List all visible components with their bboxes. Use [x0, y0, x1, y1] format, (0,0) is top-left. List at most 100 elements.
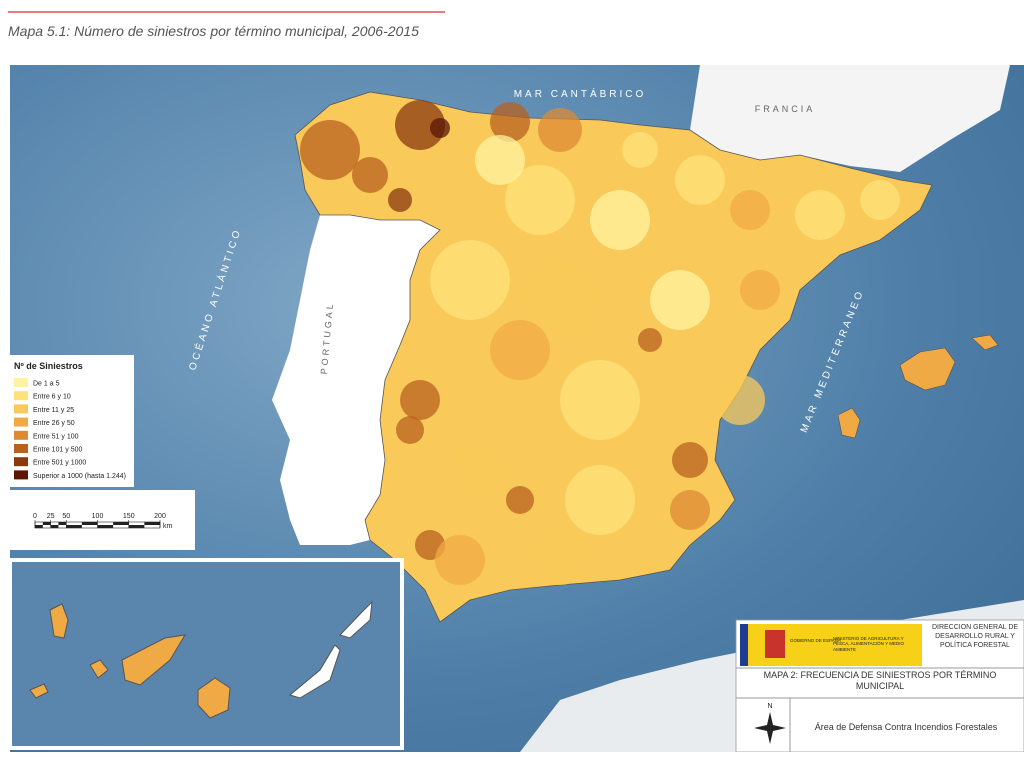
choropleth-patch [300, 120, 360, 180]
spain [294, 91, 933, 623]
legend-label: Entre 6 y 10 [33, 394, 71, 401]
choropleth-patch [395, 100, 445, 150]
menorca [971, 334, 999, 351]
choropleth-patch [435, 535, 485, 585]
choropleth-patch [520, 260, 600, 340]
ministerio-text: MINISTERIO DE AGRICULTURA Y PESCA, ALIME… [833, 636, 905, 652]
direccion-box: DIRECCIÓN GENERAL DE DESARROLLO RURAL Y … [931, 624, 1019, 649]
choropleth-patch [400, 380, 440, 420]
legend-swatch [14, 457, 28, 467]
gobierno-text: GOBIERNO DE ESPAÑA [790, 637, 841, 643]
choropleth-patch [430, 240, 510, 320]
country-label: FRANCIA [755, 104, 816, 114]
choropleth-patch [670, 490, 710, 530]
canarias-inset [8, 558, 404, 750]
choropleth-patch [565, 465, 635, 535]
eu-flag [740, 624, 748, 666]
scale-segment [144, 522, 160, 525]
scale-label: 100 [92, 513, 104, 520]
choropleth-patch [622, 132, 658, 168]
fuerteventura [288, 644, 341, 699]
choropleth-patch [538, 108, 582, 152]
scale-label: 150 [123, 513, 135, 520]
choropleth-patch [650, 270, 710, 330]
legend-swatch [14, 470, 28, 480]
choropleth-patch [450, 440, 510, 500]
direccion-text: DIRECCIÓN GENERAL DE DESARROLLO RURAL Y … [931, 624, 1019, 649]
inset-frame [8, 558, 404, 750]
scale-label: 0 [33, 513, 37, 520]
scale-segment [81, 522, 98, 525]
legend-label: Entre 51 y 100 [33, 433, 79, 440]
compass-rose [754, 712, 786, 744]
el-hierro [29, 683, 49, 699]
mallorca [899, 347, 956, 391]
scale-segment [58, 522, 67, 525]
legend-swatch [14, 378, 28, 387]
legend-box [10, 355, 134, 487]
map-title: MAPA 2: FRECUENCIA DE SINIESTROS POR TÉR… [763, 670, 997, 691]
scale-segment [97, 525, 114, 528]
legend-swatch [14, 417, 28, 427]
choropleth-patch [715, 375, 765, 425]
choropleth-patch [475, 135, 525, 185]
choropleth-patch [795, 190, 845, 240]
legend-label: Entre 101 y 500 [33, 447, 83, 454]
scale-box [10, 490, 195, 550]
choropleth-patch [730, 190, 770, 230]
choropleth-patch [675, 155, 725, 205]
choropleth-patch [860, 180, 900, 220]
footer-box: GOBIERNO DE ESPAÑA MINISTERIO DE AGRICUL… [735, 619, 1024, 753]
legend-swatch [14, 430, 28, 440]
portugal [272, 215, 440, 545]
choropleth-patch [560, 360, 640, 440]
france [690, 65, 1010, 172]
scale-label: 200 [154, 513, 166, 520]
ibiza [837, 407, 861, 439]
scale-segment [113, 522, 129, 525]
scale-segment [66, 525, 82, 528]
scale-segment [50, 525, 59, 528]
scale-segment [42, 522, 51, 525]
choropleth-patch [490, 320, 550, 380]
legend-label: Superior a 1000 (hasta 1.244) [33, 473, 126, 480]
choropleth-patch [430, 118, 450, 138]
page-title: Mapa 5.1: Número de siniestros por térmi… [8, 23, 419, 39]
scale-unit: km [163, 523, 173, 530]
scale-segment [35, 525, 43, 528]
scale-label: 25 [47, 513, 55, 520]
choropleth-patch [530, 525, 590, 585]
choropleth-patch [740, 270, 780, 310]
legend-label: Entre 26 y 50 [33, 420, 75, 427]
scale-bar: 0 25 50 100 150 200 km [10, 490, 195, 550]
legend-swatch [14, 391, 28, 401]
legend-label: De 1 a 5 [33, 381, 60, 388]
scale-label: 50 [62, 513, 70, 520]
map-title-box: MAPA 2: FRECUENCIA DE SINIESTROS POR TÉR… [763, 670, 997, 691]
scale-outline [34, 521, 161, 529]
sea-label: MAR CANTÁBRICO [514, 87, 647, 100]
choropleth-patch [590, 190, 650, 250]
gran-canaria [197, 677, 231, 719]
choropleth-patch [638, 328, 662, 352]
area-text: Área de Defensa Contra Incendios Foresta… [815, 722, 998, 732]
coat-of-arms [765, 630, 785, 658]
legend-swatch [14, 404, 28, 414]
choropleth-patch [352, 157, 388, 193]
legend-label: Entre 11 y 25 [33, 407, 74, 414]
choropleth-patch [506, 486, 534, 514]
la-gomera [89, 659, 109, 679]
legend-title: Nº de Siniestros [14, 361, 83, 371]
la-palma [49, 603, 69, 639]
choropleth-patch [388, 188, 412, 212]
choropleth-patch [672, 442, 708, 478]
scale-segment [128, 525, 145, 528]
lanzarote [339, 600, 373, 639]
legend-swatch [14, 444, 28, 453]
north-label: N [767, 703, 772, 710]
choropleth-patch [490, 102, 530, 142]
tenerife [121, 634, 186, 686]
legend: Nº de Siniestros De 1 a 5 Entre 6 y 10 Ent… [10, 355, 134, 487]
